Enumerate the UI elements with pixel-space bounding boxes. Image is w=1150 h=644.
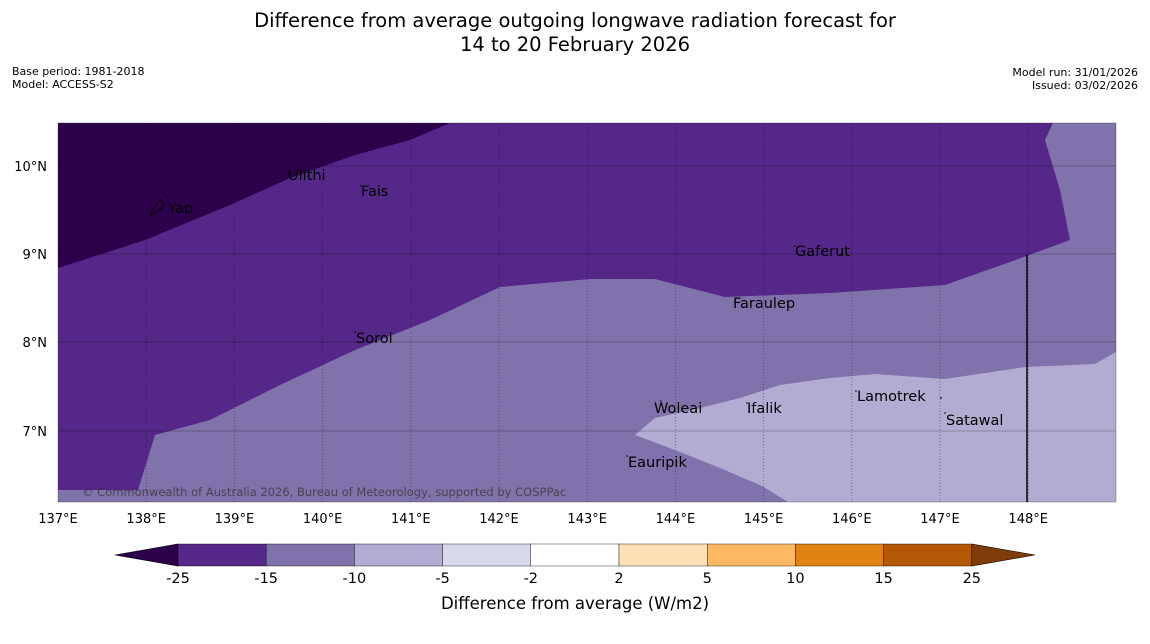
colorbar-bin <box>354 543 443 567</box>
place-satawal: Satawal <box>946 413 1003 429</box>
place-sorol: Sorol <box>356 331 393 347</box>
place-markers <box>288 171 946 457</box>
anomaly-fill-minus10-minus5 <box>635 352 1116 502</box>
place-woleai: Woleai <box>654 401 702 417</box>
colorbar-bin <box>618 543 708 567</box>
lon-label: 145°E <box>744 512 784 527</box>
model-run: Model run: 31/01/2026 <box>1012 66 1138 79</box>
place-gaferut: Gaferut <box>795 244 850 260</box>
place-ifalik: Ifalik <box>747 401 782 417</box>
longitude-labels: 137°E 138°E 139°E 140°E 141°E 142°E 143°E 144°E… <box>38 512 1048 527</box>
title-line-1: Difference from average outgoing longwav… <box>254 9 896 32</box>
lat-label: 9°N <box>23 248 48 263</box>
colorbar-bin <box>795 543 884 567</box>
colorbar-above-arrow <box>971 543 1036 567</box>
colorbar-bin <box>530 543 620 567</box>
meta-right: Model run: 31/01/2026 Issued: 03/02/2026 <box>1012 66 1138 92</box>
colorbar-tick-label: 10 <box>786 571 804 587</box>
lon-label: 148°E <box>1008 512 1048 527</box>
colorbar-tick-label: -15 <box>254 571 278 587</box>
place-fais: Fais <box>361 184 388 200</box>
colorbar-bin <box>883 543 972 567</box>
colorbar-tick-label: -5 <box>435 571 449 587</box>
colorbar-bin <box>177 543 267 567</box>
lon-label: 143°E <box>567 512 607 527</box>
lat-label: 8°N <box>23 336 48 351</box>
place-yap: Yap <box>167 201 193 217</box>
colorbar-tick-label: 2 <box>614 571 623 587</box>
colorbar-bin <box>442 543 532 567</box>
latitude-labels: 10°N 9°N 8°N 7°N <box>14 160 47 440</box>
lon-label: 141°E <box>391 512 431 527</box>
lon-label: 147°E <box>920 512 960 527</box>
copyright-note: © Commonwealth of Australia 2026, Bureau… <box>82 485 566 499</box>
title-line-2: 14 to 20 February 2026 <box>459 33 691 56</box>
base-period: Base period: 1981-2018 <box>12 65 145 78</box>
lon-label: 138°E <box>126 512 166 527</box>
map-title: Difference from average outgoing longwav… <box>0 9 1150 57</box>
colorbar-below-arrow <box>114 543 179 567</box>
model-name: Model: ACCESS-S2 <box>12 78 114 91</box>
lon-label: 142°E <box>479 512 519 527</box>
colorbar-tick-label: -10 <box>343 571 367 587</box>
colorbar-tick-label: 25 <box>963 571 981 587</box>
colorbar-tick-label: 15 <box>874 571 892 587</box>
place-faraulep: Faraulep <box>733 296 795 312</box>
colorbar-tick-label: -2 <box>524 571 538 587</box>
colorbar-title: Difference from average (W/m2) <box>440 594 710 613</box>
colorbar-bin <box>266 543 355 567</box>
place-lamotrek: Lamotrek <box>857 389 926 405</box>
place-eauripik: Eauripik <box>628 455 687 471</box>
lon-label: 139°E <box>215 512 255 527</box>
yap-island <box>148 198 165 218</box>
lat-label: 7°N <box>23 425 48 440</box>
anomaly-fill-below-minus25 <box>58 123 450 268</box>
lon-label: 137°E <box>38 512 78 527</box>
lon-label: 144°E <box>656 512 696 527</box>
colorbar-tick-label: 5 <box>703 571 712 587</box>
place-ulithi: Ulithi <box>288 168 326 184</box>
graticule <box>58 123 1116 502</box>
lat-label: 10°N <box>14 160 47 175</box>
colorbar: -25 -15 -10 -5 -2 2 5 10 15 25 <box>114 543 1036 587</box>
colorbar-tick-label: -25 <box>166 571 190 587</box>
map-frame <box>57 122 1117 503</box>
issued-date: Issued: 03/02/2026 <box>1031 79 1138 92</box>
place-labels: Ulithi Yap Fais Gaferut Faraulep Sorol L… <box>167 168 1003 471</box>
meta-left: Base period: 1981-2018 Model: ACCESS-S2 <box>12 65 144 91</box>
colorbar-bin <box>707 543 796 567</box>
lon-label: 146°E <box>832 512 872 527</box>
lon-label: 140°E <box>303 512 343 527</box>
